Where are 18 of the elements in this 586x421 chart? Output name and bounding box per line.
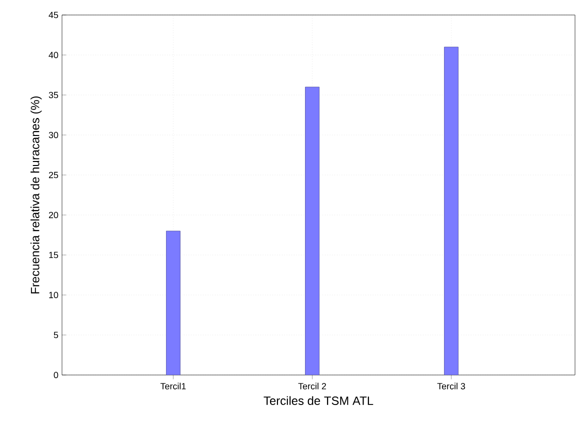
y-tick-label: 25: [48, 172, 58, 178]
y-tick-label: 15: [49, 252, 58, 258]
x-tick-label: Tercil 3: [437, 382, 466, 390]
y-tick-label: 0: [54, 372, 58, 378]
y-tick-label: 10: [49, 292, 58, 298]
y-tick-label: 40: [48, 52, 58, 58]
y-tick-label: 35: [48, 92, 58, 98]
y-tick-label: 20: [48, 212, 58, 218]
y-axis-title: Frecuencia relativa de huracanes (%): [30, 96, 42, 294]
x-tick-label: Tercil 2: [298, 382, 326, 390]
bar: [166, 230, 180, 375]
y-tick-label: 5: [54, 332, 58, 338]
x-tick-label: Tercil1: [160, 382, 186, 390]
x-axis-title: Terciles de TSM ATL: [264, 396, 374, 405]
bar: [305, 86, 320, 375]
y-tick-label: 45: [48, 12, 58, 18]
bar: [444, 46, 458, 375]
y-tick-label: 30: [48, 132, 58, 138]
